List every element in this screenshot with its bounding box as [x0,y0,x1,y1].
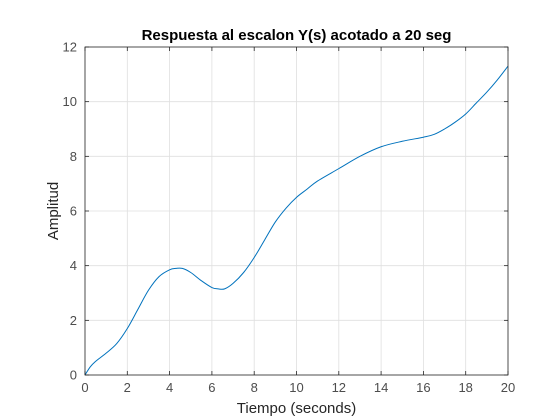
x-tick-label: 18 [458,380,472,395]
x-axis-label: Tiempo (seconds) [237,400,357,417]
y-tick-label: 10 [63,94,77,109]
chart-title: Respuesta al escalon Y(s) acotado a 20 s… [142,27,452,44]
x-tick-label: 20 [501,380,515,395]
x-tick-label: 12 [332,380,346,395]
x-tick-label: 0 [81,380,88,395]
y-tick-label: 0 [70,368,77,383]
x-tick-label: 4 [166,380,173,395]
y-tick-label: 4 [70,258,77,273]
y-axis-label: Amplitud [45,182,62,240]
x-tick-label: 6 [208,380,215,395]
y-tick-label: 6 [70,204,77,219]
y-tick-label: 12 [63,40,77,55]
x-tick-label: 16 [416,380,430,395]
x-tick-label: 8 [251,380,258,395]
x-tick-label: 14 [374,380,388,395]
x-tick-label: 10 [289,380,303,395]
y-tick-label: 8 [70,149,77,164]
x-tick-label: 2 [124,380,131,395]
y-tick-label: 2 [70,313,77,328]
